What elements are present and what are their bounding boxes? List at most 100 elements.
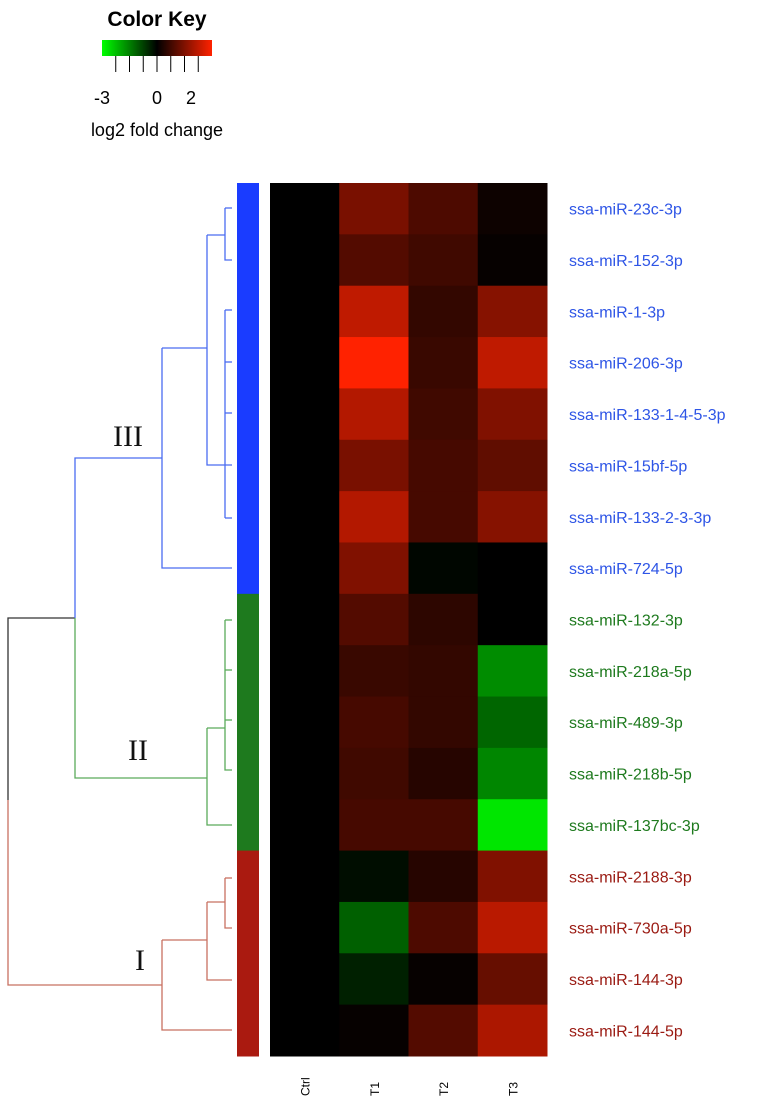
row-label: ssa-miR-23c-3p (569, 202, 682, 219)
heatmap-cell (270, 850, 340, 903)
heatmap-cell (270, 285, 340, 338)
heatmap-cell (270, 439, 340, 492)
row-label: ssa-miR-144-5p (569, 1023, 683, 1040)
column-label: T2 (437, 1082, 451, 1096)
heatmap-cell (339, 696, 409, 749)
heatmap-cell (408, 696, 479, 749)
heatmap-cell (408, 901, 479, 954)
heatmap-cell (408, 542, 479, 595)
row-group-color-segment (237, 439, 259, 492)
heatmap-cell (270, 799, 340, 852)
row-group-color-bar (237, 183, 259, 1057)
row-label: ssa-miR-133-1-4-5-3p (569, 407, 726, 424)
row-group-color-segment (237, 645, 259, 698)
color-key-tick-label: -3 (94, 88, 110, 108)
heatmap-cell (270, 593, 340, 646)
heatmap-cell (270, 388, 340, 441)
heatmap-cell (408, 388, 479, 441)
heatmap-cell (408, 183, 479, 235)
heatmap-cell (477, 439, 548, 492)
heatmap-cell (408, 439, 479, 492)
row-group-color-segment (237, 337, 259, 389)
dendrogram-root-branch (7, 617, 75, 800)
row-group-color-segment (237, 491, 259, 543)
heatmap-cell (477, 285, 548, 338)
row-label: ssa-miR-489-3p (569, 715, 683, 732)
heatmap-cell (270, 747, 340, 800)
color-key: Color Key -3 0 2 log2 fold change (91, 8, 223, 140)
heatmap-grid (270, 183, 548, 1057)
row-group-color-segment (237, 183, 259, 235)
row-label: ssa-miR-152-3p (569, 253, 683, 270)
column-label: T1 (368, 1082, 382, 1096)
heatmap-cell (477, 337, 548, 389)
heatmap-cell (270, 645, 340, 698)
row-label: ssa-miR-218b-5p (569, 767, 692, 784)
row-label: ssa-miR-206-3p (569, 356, 683, 373)
row-label: ssa-miR-144-3p (569, 972, 683, 989)
color-key-tick-label: 2 (186, 88, 196, 108)
heatmap-cell (408, 1004, 479, 1057)
color-key-tick-label: 0 (152, 88, 162, 108)
heatmap-cell (270, 901, 340, 954)
heatmap-cell (477, 388, 548, 441)
heatmap-cell (408, 285, 479, 338)
heatmap-cell (339, 799, 409, 852)
heatmap-cell (270, 953, 340, 1006)
heatmap-cell (477, 593, 548, 646)
heatmap-cell (339, 337, 409, 389)
heatmap-cell (339, 183, 409, 235)
heatmap-cell (339, 747, 409, 800)
group-label-iii: III (113, 420, 143, 453)
heatmap-cell (270, 491, 340, 543)
heatmap-cell (408, 337, 479, 389)
heatmap-cell (408, 593, 479, 646)
heatmap-cell (339, 388, 409, 441)
heatmap-cell (339, 593, 409, 646)
heatmap-cell (477, 542, 548, 595)
heatmap-cell (339, 645, 409, 698)
heatmap-cell (270, 234, 340, 287)
heatmap-cell (477, 491, 548, 543)
heatmap-cell (477, 953, 548, 1006)
heatmap-cell (270, 337, 340, 389)
heatmap-cell (408, 850, 479, 903)
row-dendrogram (7, 207, 232, 1031)
row-label: ssa-miR-132-3p (569, 613, 683, 630)
heatmap-cell (408, 234, 479, 287)
heatmap-cell (408, 799, 479, 852)
heatmap-cell (477, 645, 548, 698)
group-label-i: I (135, 944, 145, 977)
dendrogram-cluster-iii (74, 207, 232, 618)
row-label: ssa-miR-2188-3p (569, 869, 692, 886)
row-group-color-segment (237, 388, 259, 441)
heatmap-cell (408, 491, 479, 543)
heatmap-cell (408, 953, 479, 1006)
row-label: ssa-miR-15bf-5p (569, 458, 687, 475)
heatmap-cell (270, 183, 340, 235)
row-label: ssa-miR-218a-5p (569, 664, 692, 681)
dendrogram-cluster-ii (74, 618, 232, 826)
color-key-title: Color Key (107, 8, 207, 31)
dendrogram-cluster-i (7, 800, 232, 1031)
heatmap-cell (339, 1004, 409, 1057)
row-group-color-segment (237, 901, 259, 954)
row-label: ssa-miR-133-2-3-3p (569, 510, 711, 527)
heatmap-cell (270, 1004, 340, 1057)
row-label: ssa-miR-730a-5p (569, 921, 692, 938)
row-group-color-segment (237, 234, 259, 287)
color-key-scale-label: log2 fold change (91, 120, 223, 140)
row-group-color-segment (237, 799, 259, 852)
column-label: T3 (506, 1082, 520, 1096)
heatmap-cell (339, 542, 409, 595)
heatmap-cell (477, 747, 548, 800)
row-label: ssa-miR-137bc-3p (569, 818, 700, 835)
row-group-color-segment (237, 1004, 259, 1057)
heatmap-cell (477, 850, 548, 903)
row-label: ssa-miR-1-3p (569, 304, 665, 321)
heatmap-cell (339, 439, 409, 492)
column-label: Ctrl (299, 1077, 313, 1096)
heatmap-cell (270, 542, 340, 595)
heatmap-cell (408, 645, 479, 698)
